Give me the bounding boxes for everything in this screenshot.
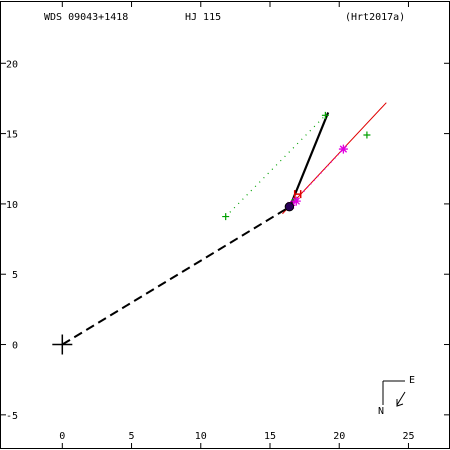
x-tick-label: 0 <box>59 431 65 442</box>
y-tick-labels: -5 0 5 10 15 20 <box>6 59 18 422</box>
compass-north-label: N <box>378 406 384 417</box>
compass: N E <box>378 375 415 417</box>
green-plus-point <box>363 131 371 139</box>
red-marker <box>293 190 302 199</box>
x-tick-labels: 0 5 10 15 20 25 <box>59 431 414 442</box>
red-marker-glyph <box>293 190 302 199</box>
green-plus-point <box>222 213 230 221</box>
dashed-line <box>61 204 293 346</box>
green-plus-point <box>321 111 329 119</box>
magenta-star-point <box>291 196 301 206</box>
y-tick-label: 10 <box>6 200 18 211</box>
y-tick-label: 0 <box>12 341 18 352</box>
compass-motion-arrow <box>396 391 406 406</box>
x-tick-label: 5 <box>129 431 135 442</box>
y-tick-label: 5 <box>12 270 18 281</box>
plot-marks <box>52 102 387 355</box>
wds-id: WDS 09043+1418 <box>44 12 128 23</box>
x-tick-label: 10 <box>195 431 207 442</box>
x-tick-label: 25 <box>402 431 414 442</box>
compass-arrowhead-icon <box>396 399 404 407</box>
y-tick-label: -5 <box>6 411 18 422</box>
primary-star-cross <box>52 334 73 355</box>
x-tick-label: 20 <box>333 431 345 442</box>
discoverer-code: HJ 115 <box>185 12 221 23</box>
x-tick-label: 15 <box>264 431 276 442</box>
y-tick-label: 20 <box>6 59 18 70</box>
y-tick-label: 15 <box>6 130 18 141</box>
reference-code: (Hrt2017a) <box>345 12 405 23</box>
compass-east-label: E <box>409 375 415 386</box>
current-position <box>284 202 295 212</box>
primary-cross-icon <box>52 334 73 355</box>
magenta-star-point <box>338 144 348 154</box>
orbit-segment <box>288 112 330 209</box>
green-dotted-line <box>225 114 326 217</box>
header: WDS 09043+1418 HJ 115 (Hrt2017a) <box>44 12 405 23</box>
magenta-dotted-line <box>293 148 344 203</box>
